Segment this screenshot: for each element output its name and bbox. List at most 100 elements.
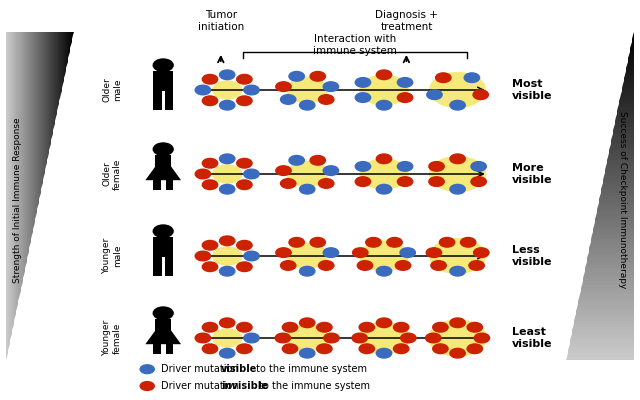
Text: Least
visible: Least visible — [512, 327, 552, 349]
Circle shape — [450, 348, 465, 358]
Circle shape — [323, 248, 339, 258]
Polygon shape — [623, 81, 634, 84]
Circle shape — [289, 72, 305, 81]
Circle shape — [460, 238, 476, 247]
Polygon shape — [15, 32, 16, 317]
Text: visible: visible — [221, 364, 257, 374]
Text: Younger
female: Younger female — [102, 320, 122, 356]
Circle shape — [237, 344, 252, 354]
Circle shape — [153, 225, 173, 238]
Circle shape — [212, 329, 242, 347]
Circle shape — [376, 154, 392, 164]
Circle shape — [324, 333, 339, 343]
Polygon shape — [618, 104, 634, 108]
Circle shape — [244, 169, 259, 179]
Polygon shape — [598, 202, 634, 206]
Circle shape — [195, 333, 211, 343]
Polygon shape — [582, 281, 634, 284]
Circle shape — [474, 248, 489, 258]
Polygon shape — [629, 52, 634, 55]
Polygon shape — [589, 248, 634, 252]
Circle shape — [202, 180, 218, 190]
Circle shape — [357, 261, 372, 270]
Polygon shape — [575, 317, 634, 321]
Polygon shape — [572, 330, 634, 334]
Polygon shape — [611, 140, 634, 144]
Polygon shape — [30, 32, 31, 245]
Polygon shape — [48, 32, 49, 157]
Polygon shape — [579, 298, 634, 301]
Circle shape — [450, 154, 465, 164]
Text: Less
visible: Less visible — [512, 245, 552, 267]
Circle shape — [280, 179, 296, 188]
Circle shape — [355, 162, 371, 171]
Circle shape — [220, 266, 235, 276]
Polygon shape — [610, 144, 634, 147]
Circle shape — [397, 162, 413, 171]
Polygon shape — [632, 35, 634, 38]
Circle shape — [140, 365, 154, 374]
Polygon shape — [597, 206, 634, 209]
Polygon shape — [37, 32, 38, 209]
Circle shape — [202, 240, 218, 250]
Polygon shape — [630, 45, 634, 48]
Polygon shape — [599, 196, 634, 199]
Circle shape — [440, 238, 455, 247]
Circle shape — [355, 177, 371, 186]
Polygon shape — [33, 32, 34, 229]
Polygon shape — [571, 334, 634, 337]
Polygon shape — [145, 166, 181, 180]
Polygon shape — [7, 32, 8, 357]
Polygon shape — [34, 32, 35, 226]
Circle shape — [220, 154, 235, 164]
Polygon shape — [614, 124, 634, 127]
Polygon shape — [592, 232, 634, 235]
Circle shape — [473, 90, 488, 100]
Polygon shape — [54, 32, 55, 127]
Text: Strength of Initial Immune Response: Strength of Initial Immune Response — [13, 117, 22, 283]
Circle shape — [319, 261, 334, 270]
Polygon shape — [40, 32, 41, 196]
Polygon shape — [22, 32, 23, 281]
Polygon shape — [578, 301, 634, 304]
Circle shape — [276, 82, 291, 92]
Circle shape — [300, 348, 315, 358]
Polygon shape — [567, 354, 634, 357]
Polygon shape — [624, 75, 634, 78]
Circle shape — [244, 85, 259, 95]
Polygon shape — [595, 219, 634, 222]
Text: Interaction with
immune system: Interaction with immune system — [313, 34, 397, 56]
Polygon shape — [574, 321, 634, 324]
Polygon shape — [581, 284, 634, 288]
Polygon shape — [602, 183, 634, 186]
Circle shape — [275, 333, 291, 343]
Circle shape — [400, 248, 415, 258]
Circle shape — [359, 322, 374, 332]
Circle shape — [202, 322, 218, 332]
Polygon shape — [64, 32, 65, 78]
Circle shape — [220, 70, 235, 80]
Polygon shape — [598, 199, 634, 202]
Polygon shape — [611, 137, 634, 140]
Circle shape — [360, 159, 408, 189]
Polygon shape — [628, 58, 634, 62]
Circle shape — [323, 166, 339, 176]
Circle shape — [353, 248, 368, 258]
Polygon shape — [622, 84, 634, 88]
Circle shape — [202, 74, 218, 84]
Polygon shape — [9, 32, 10, 347]
Polygon shape — [588, 252, 634, 255]
Polygon shape — [575, 314, 634, 317]
Circle shape — [195, 251, 211, 261]
Polygon shape — [39, 32, 40, 199]
Polygon shape — [607, 157, 634, 160]
Polygon shape — [12, 32, 13, 330]
Polygon shape — [594, 222, 634, 226]
Circle shape — [287, 162, 328, 186]
Polygon shape — [19, 32, 20, 298]
Circle shape — [280, 261, 296, 270]
Polygon shape — [620, 94, 634, 98]
Bar — [154, 238, 173, 257]
Circle shape — [360, 241, 408, 271]
Circle shape — [300, 318, 315, 328]
